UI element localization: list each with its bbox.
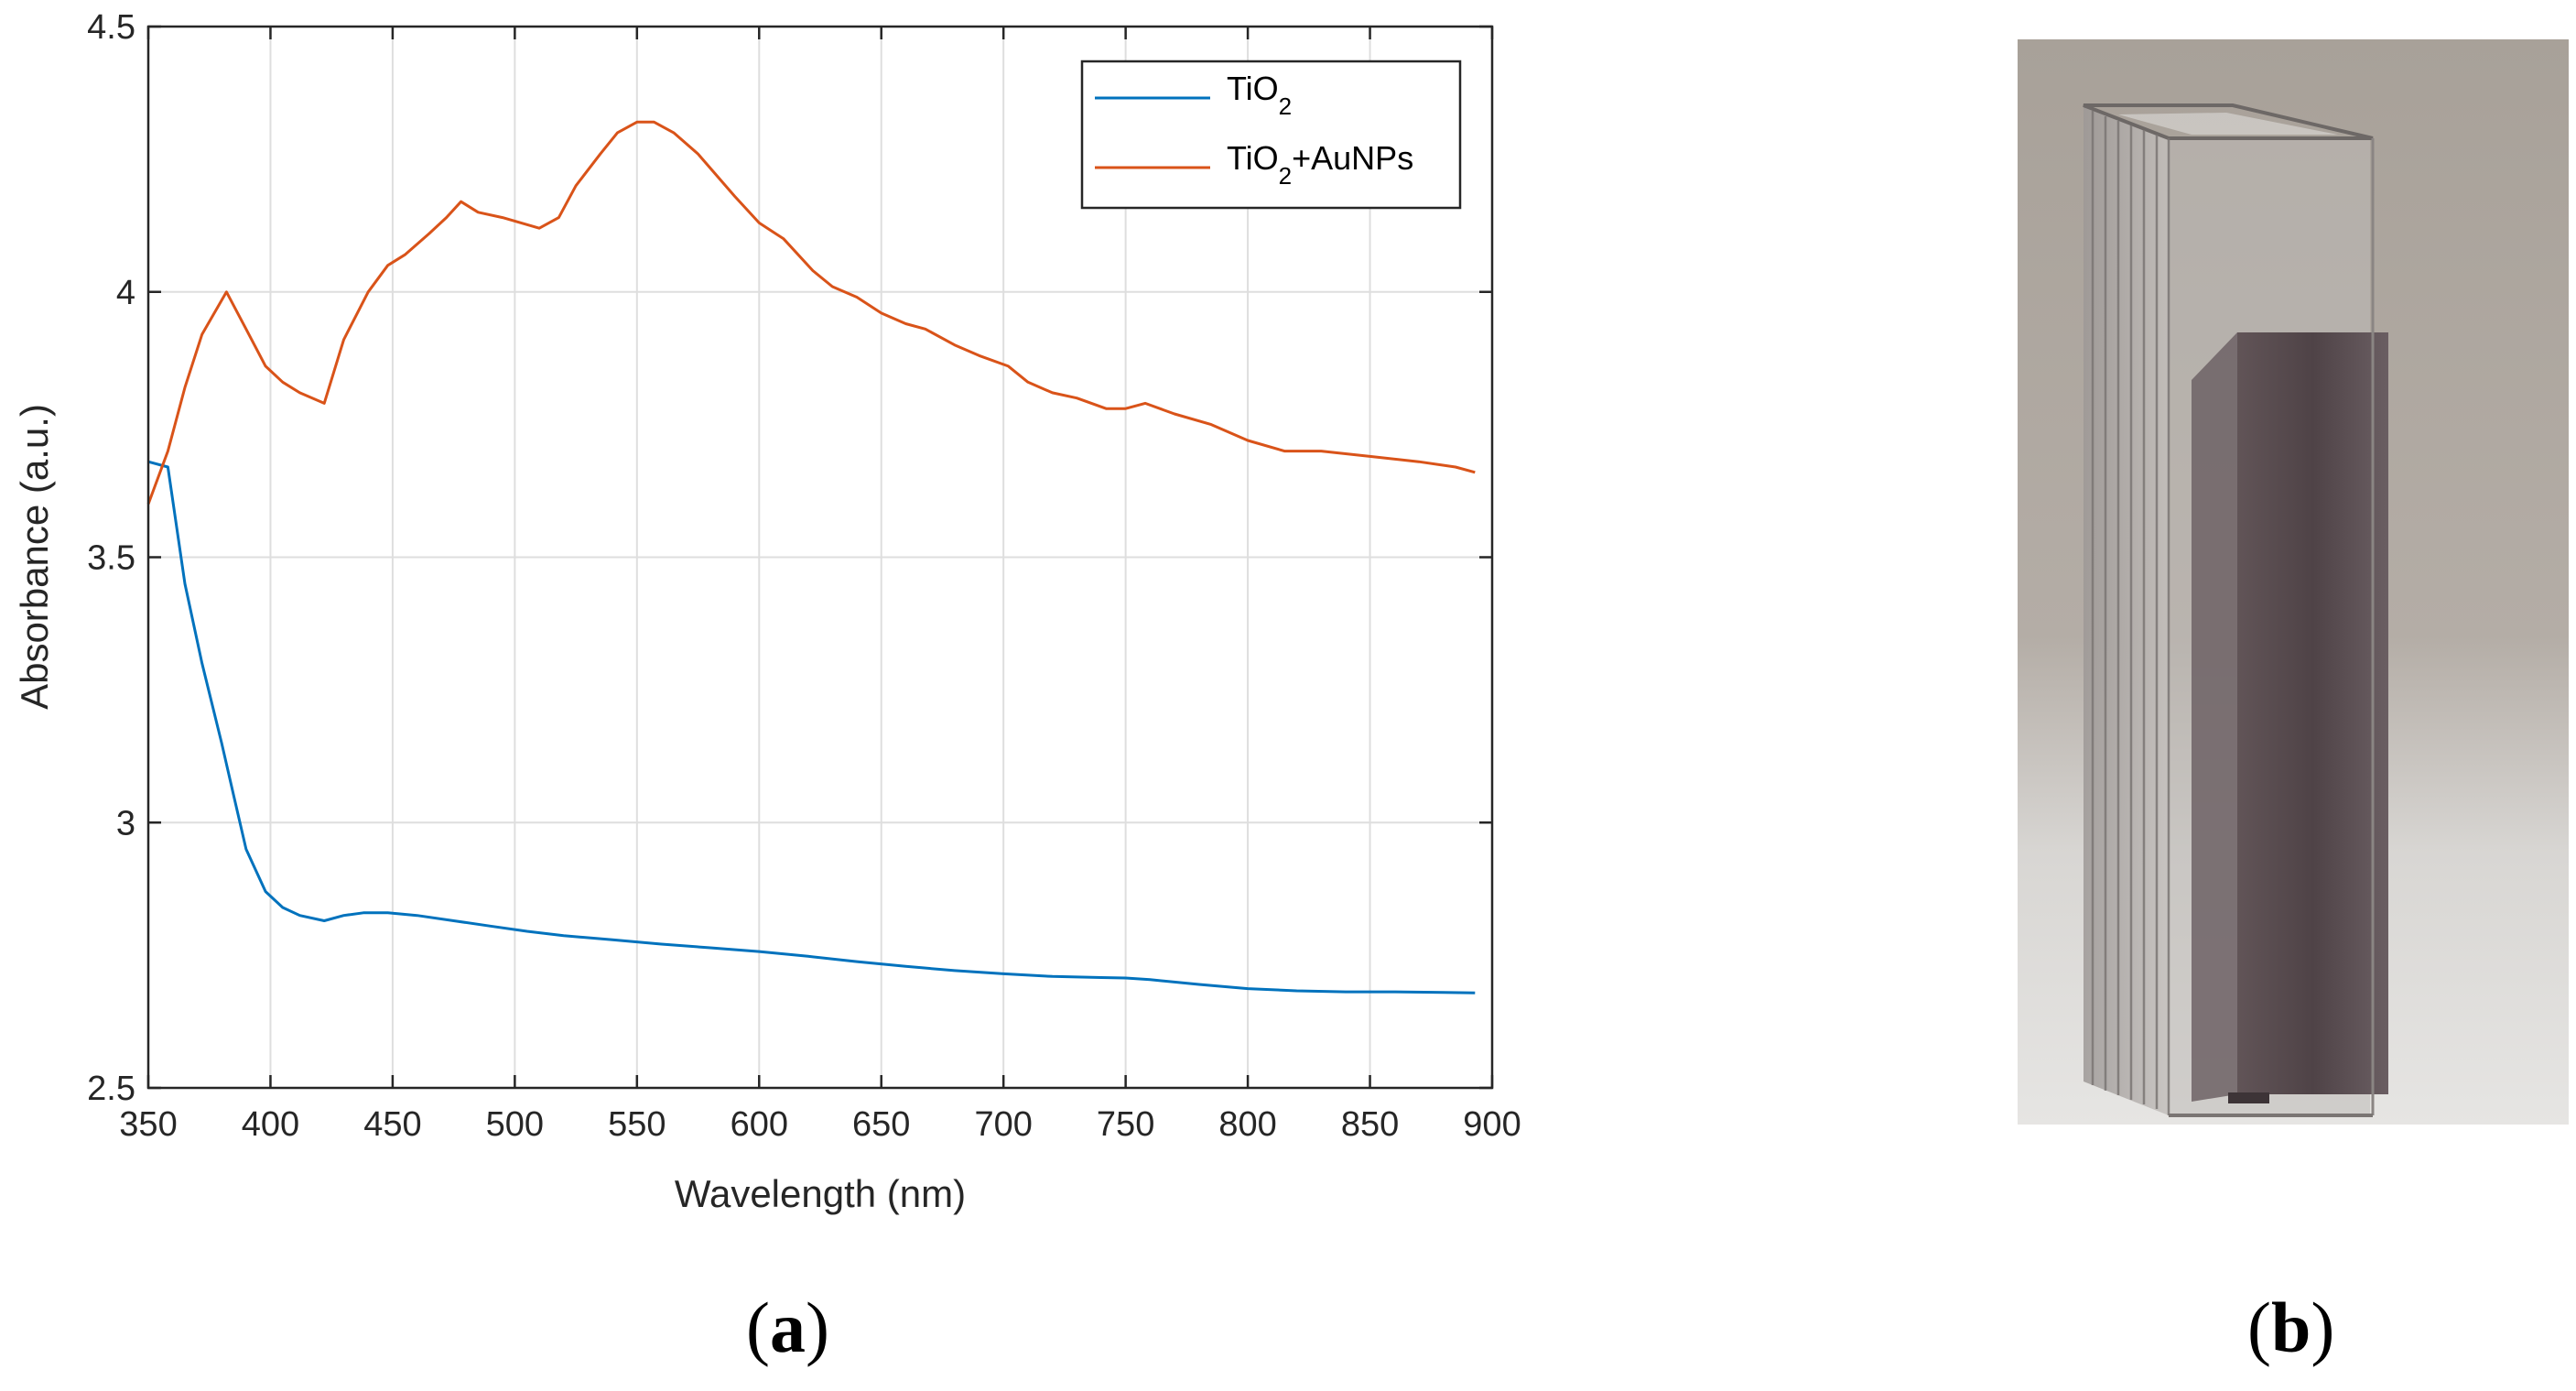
x-axis-label: Wavelength (nm) bbox=[675, 1172, 966, 1215]
legend-box bbox=[1080, 60, 1462, 210]
panel-label-b-letter: b bbox=[2270, 1288, 2311, 1367]
panel-label-b: (b) bbox=[2247, 1287, 2334, 1369]
x-tick-label: 500 bbox=[486, 1105, 544, 1144]
y-tick-label: 3.5 bbox=[87, 539, 135, 578]
panel-label-a: (a) bbox=[746, 1287, 829, 1369]
x-tick-label: 650 bbox=[852, 1105, 910, 1144]
x-tick-label: 550 bbox=[608, 1105, 666, 1144]
panel-label-b-open: ( bbox=[2247, 1288, 2271, 1367]
x-tick-label: 850 bbox=[1341, 1105, 1399, 1144]
panel-label-a-close: ) bbox=[805, 1288, 829, 1367]
series-lines bbox=[146, 120, 1476, 994]
cuvette-photo bbox=[2018, 39, 2569, 1125]
absorbance-chart: 350 400 450 500 550 600 650 700 750 800 850 900 2.5 3… bbox=[13, 8, 1521, 1215]
y-tick-label: 4 bbox=[116, 274, 135, 312]
x-tick-label: 450 bbox=[363, 1105, 421, 1144]
series-line-tio2-aunps bbox=[146, 120, 1476, 505]
cuvette-ribs bbox=[2091, 111, 2170, 1115]
cuvette-top-opening bbox=[2118, 113, 2338, 135]
x-tick-label: 400 bbox=[242, 1105, 299, 1144]
cuvette-liquid-side bbox=[2192, 332, 2237, 1102]
series-line-tio2 bbox=[147, 460, 1476, 994]
legend-entry: TiO2 bbox=[1227, 70, 1292, 120]
panel-label-a-open: ( bbox=[746, 1288, 770, 1367]
x-tick-label: 800 bbox=[1218, 1105, 1276, 1144]
x-tick-label: 750 bbox=[1097, 1105, 1154, 1144]
x-tick-label: 350 bbox=[119, 1105, 177, 1144]
legend: TiO2 TiO2+AuNPs bbox=[1080, 60, 1462, 210]
x-tick-label: 700 bbox=[974, 1105, 1032, 1144]
x-tick-label: 900 bbox=[1463, 1105, 1521, 1144]
x-tick-label: 600 bbox=[731, 1105, 788, 1144]
panel-label-a-letter: a bbox=[769, 1288, 806, 1367]
panel-label-b-close: ) bbox=[2311, 1288, 2335, 1367]
y-tick-label: 2.5 bbox=[87, 1070, 135, 1108]
axis-ticks: 350 400 450 500 550 600 650 700 750 800 850 900 2.5 3… bbox=[87, 8, 1521, 1144]
legend-entry: TiO2+AuNPs bbox=[1227, 139, 1413, 190]
cuvette-base-notch bbox=[2228, 1092, 2269, 1103]
y-axis-label: Absorbance (a.u.) bbox=[13, 404, 56, 710]
cuvette-liquid bbox=[2237, 332, 2388, 1094]
y-tick-label: 3 bbox=[116, 804, 135, 842]
y-tick-label: 4.5 bbox=[87, 8, 135, 47]
